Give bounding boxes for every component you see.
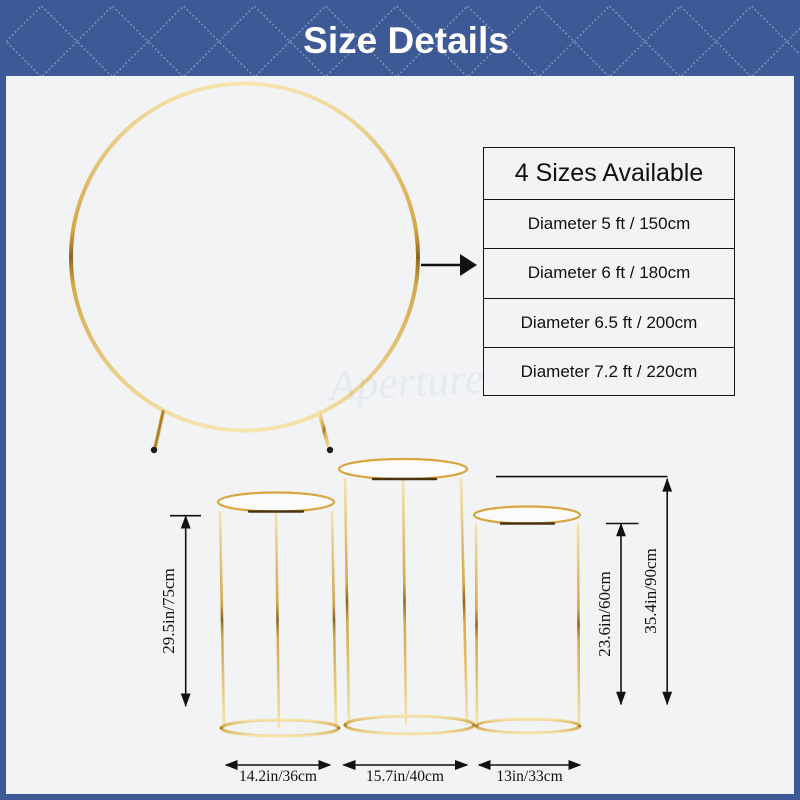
svg-text:29.5in/75cm: 29.5in/75cm (159, 568, 178, 653)
svg-text:14.2in/36cm: 14.2in/36cm (239, 768, 317, 785)
svg-text:23.6in/60cm: 23.6in/60cm (595, 571, 614, 656)
svg-text:35.4in/90cm: 35.4in/90cm (641, 548, 660, 633)
svg-text:15.7in/40cm: 15.7in/40cm (366, 768, 444, 785)
svg-text:13in/33cm: 13in/33cm (496, 768, 562, 785)
